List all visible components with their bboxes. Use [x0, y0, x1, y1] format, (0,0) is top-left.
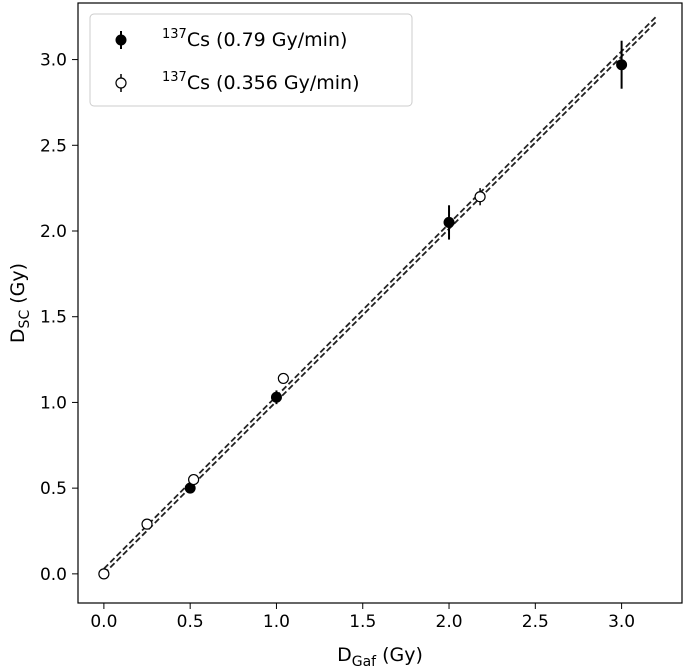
- data-point-series-2: [98, 568, 110, 580]
- data-points: [98, 40, 628, 580]
- y-tick-label: 1.5: [40, 308, 67, 328]
- data-point-series-1: [616, 40, 628, 89]
- x-tick-label: 0.5: [177, 612, 204, 632]
- y-axis-title: DSC (Gy): [7, 263, 33, 343]
- x-tick-label: 2.0: [436, 612, 463, 632]
- y-tick-label: 3.0: [40, 51, 67, 71]
- data-point-series-1: [270, 390, 282, 405]
- legend-box: [89, 13, 413, 107]
- x-tick-label: 1.5: [349, 612, 376, 632]
- data-point-series-2: [277, 372, 289, 385]
- x-tick-label: 2.5: [522, 612, 549, 632]
- legend-marker-filled: [115, 31, 127, 49]
- x-tick-label: 3.0: [608, 612, 635, 632]
- point-marker: [98, 568, 110, 580]
- x-axis-ticks: 0.0 0.5 1.0 1.5 2.0 2.5 3.0: [90, 603, 635, 632]
- point-marker: [270, 391, 282, 403]
- point-marker: [141, 518, 153, 530]
- point-marker: [616, 59, 628, 71]
- y-tick-label: 0.5: [40, 479, 67, 499]
- data-point-series-2: [141, 518, 153, 530]
- legend-label-series-2: 137Cs (0.356 Gy/min): [162, 70, 360, 94]
- point-marker: [474, 191, 486, 203]
- legend-label-series-1: 137Cs (0.79 Gy/min): [162, 27, 347, 51]
- point-marker: [277, 372, 289, 385]
- x-axis-title: DGaf (Gy): [337, 644, 423, 668]
- y-tick-label: 2.5: [40, 136, 67, 156]
- legend-marker-open: [115, 74, 127, 92]
- y-tick-label: 1.0: [40, 393, 67, 413]
- data-point-series-1: [443, 205, 455, 240]
- x-tick-label: 1.0: [263, 612, 290, 632]
- data-point-series-2: [188, 473, 200, 486]
- point-marker: [188, 473, 200, 486]
- y-axis-ticks: 0.0 0.5 1.0 1.5 2.0 2.5 3.0: [40, 51, 78, 585]
- y-tick-label: 2.0: [40, 222, 67, 242]
- data-point-series-2: [474, 188, 486, 206]
- legend: 137Cs (0.79 Gy/min) 137Cs (0.356 Gy/min): [89, 13, 413, 107]
- x-tick-label: 0.0: [90, 612, 117, 632]
- point-marker: [443, 216, 455, 228]
- y-tick-label: 0.0: [40, 565, 67, 585]
